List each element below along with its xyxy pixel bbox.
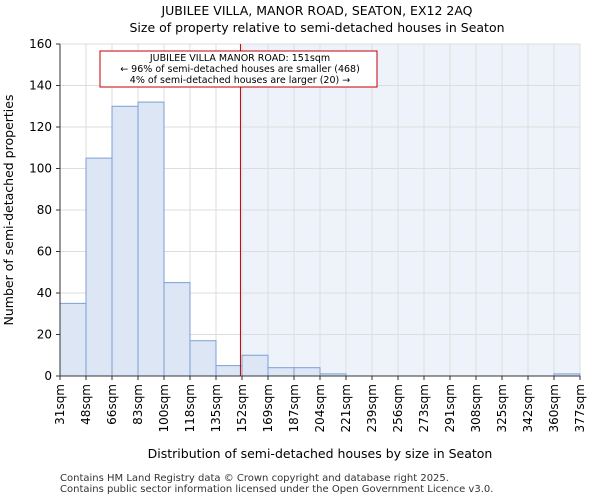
y-tick-label: 100	[29, 162, 52, 176]
x-tick-label: 118sqm	[183, 384, 197, 432]
bar	[85, 157, 113, 377]
x-tick-label: 342sqm	[521, 384, 535, 432]
footer-copyright: Contains HM Land Registry data © Crown c…	[60, 473, 449, 484]
y-tick-label: 120	[29, 120, 52, 134]
x-tick-label: 100sqm	[157, 384, 171, 432]
chart-subtitle: Size of property relative to semi-detach…	[129, 20, 504, 35]
annotation-line: JUBILEE VILLA MANOR ROAD: 151sqm	[149, 53, 330, 64]
x-tick-label: 66sqm	[105, 384, 119, 425]
x-tick-label: 31sqm	[53, 384, 67, 425]
bar	[111, 105, 139, 377]
x-tick-label: 273sqm	[417, 384, 431, 432]
chart-title: JUBILEE VILLA, MANOR ROAD, SEATON, EX12 …	[160, 3, 472, 18]
bar	[267, 367, 295, 377]
x-tick-label: 308sqm	[469, 384, 483, 432]
x-tick-label: 187sqm	[287, 384, 301, 432]
y-tick-label: 60	[37, 245, 52, 259]
x-axis-label: Distribution of semi-detached houses by …	[148, 446, 493, 461]
bar	[59, 302, 87, 377]
footer-licence: Contains public sector information licen…	[60, 484, 494, 495]
x-tick-label: 169sqm	[261, 384, 275, 432]
annotation-line: 4% of semi-detached houses are larger (2…	[130, 75, 350, 86]
y-tick-label: 160	[29, 37, 52, 51]
annotation-line: ← 96% of semi-detached houses are smalle…	[120, 64, 360, 75]
bar	[189, 340, 217, 377]
x-tick-label: 48sqm	[79, 384, 93, 425]
y-tick-label: 40	[37, 286, 52, 300]
y-axis-label: Number of semi-detached properties	[1, 95, 16, 326]
bar	[293, 367, 321, 377]
y-tick-label: 0	[44, 369, 52, 383]
bar	[163, 282, 191, 377]
x-tick-label: 256sqm	[391, 384, 405, 432]
y-tick-label: 80	[37, 203, 52, 217]
x-tick-label: 291sqm	[443, 384, 457, 432]
x-tick-label: 239sqm	[365, 384, 379, 432]
x-tick-label: 204sqm	[313, 384, 327, 432]
x-tick-label: 152sqm	[235, 384, 249, 432]
x-tick-label: 377sqm	[573, 384, 587, 432]
x-tick-label: 360sqm	[547, 384, 561, 432]
bar	[241, 354, 269, 377]
bar	[137, 101, 165, 377]
y-tick-label: 140	[29, 79, 52, 93]
x-tick-label: 325sqm	[495, 384, 509, 432]
x-tick-label: 135sqm	[209, 384, 223, 432]
annotation-box	[99, 50, 378, 88]
bar	[215, 365, 243, 377]
y-tick-label: 20	[37, 328, 52, 342]
x-tick-label: 83sqm	[131, 384, 145, 425]
x-tick-label: 221sqm	[339, 384, 353, 432]
